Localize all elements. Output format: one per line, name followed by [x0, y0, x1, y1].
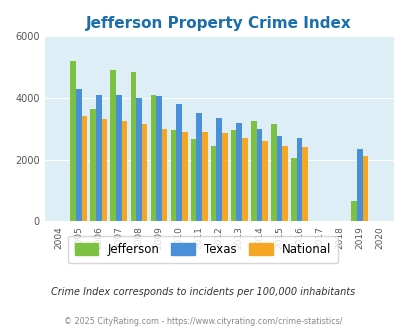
Title: Jefferson Property Crime Index: Jefferson Property Crime Index: [86, 16, 351, 31]
Legend: Jefferson, Texas, National: Jefferson, Texas, National: [67, 236, 338, 263]
Bar: [230, 130, 236, 221]
Bar: [190, 140, 196, 221]
Text: © 2025 CityRating.com - https://www.cityrating.com/crime-statistics/: © 2025 CityRating.com - https://www.city…: [64, 317, 341, 326]
Bar: [362, 156, 367, 221]
Bar: [110, 70, 116, 221]
Bar: [210, 146, 216, 221]
Bar: [170, 130, 176, 221]
Bar: [262, 141, 267, 221]
Bar: [76, 89, 81, 221]
Bar: [141, 124, 147, 221]
Bar: [222, 133, 227, 221]
Bar: [101, 119, 107, 221]
Bar: [90, 109, 96, 221]
Bar: [302, 147, 307, 221]
Bar: [116, 95, 121, 221]
Bar: [250, 121, 256, 221]
Bar: [136, 98, 141, 221]
Bar: [216, 118, 222, 221]
Bar: [156, 96, 162, 221]
Bar: [176, 104, 181, 221]
Bar: [81, 116, 87, 221]
Bar: [236, 122, 241, 221]
Bar: [276, 136, 281, 221]
Bar: [271, 124, 276, 221]
Text: Crime Index corresponds to incidents per 100,000 inhabitants: Crime Index corresponds to incidents per…: [51, 287, 354, 297]
Bar: [196, 113, 201, 221]
Bar: [296, 138, 302, 221]
Bar: [181, 132, 187, 221]
Bar: [162, 129, 167, 221]
Bar: [150, 95, 156, 221]
Bar: [70, 61, 76, 221]
Bar: [130, 72, 136, 221]
Bar: [122, 121, 127, 221]
Bar: [290, 158, 296, 221]
Bar: [281, 146, 287, 221]
Bar: [350, 201, 356, 221]
Bar: [201, 132, 207, 221]
Bar: [96, 95, 101, 221]
Bar: [356, 149, 362, 221]
Bar: [256, 129, 262, 221]
Bar: [241, 138, 247, 221]
